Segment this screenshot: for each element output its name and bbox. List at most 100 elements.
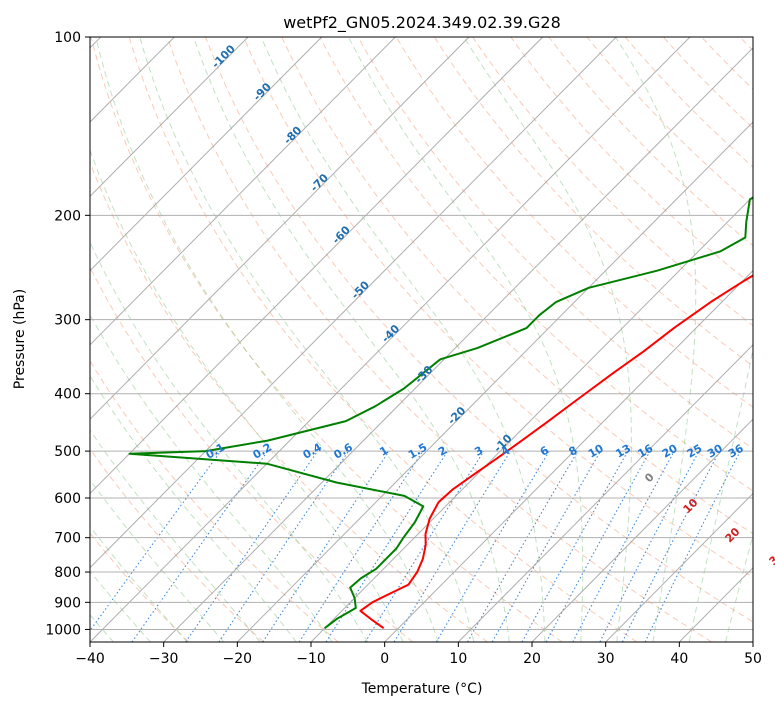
moist-adiabat bbox=[348, 37, 584, 642]
mixing-ratio-label: 20 bbox=[660, 442, 680, 461]
x-tick-label: 0 bbox=[380, 651, 389, 667]
isotherm bbox=[457, 344, 753, 642]
y-tick-label: 500 bbox=[54, 444, 81, 460]
x-tick-label: 10 bbox=[449, 651, 467, 667]
dry-adiabat bbox=[166, 37, 712, 642]
mixing-ratio-line bbox=[491, 450, 602, 642]
mixing-ratio-label: 13 bbox=[613, 442, 633, 461]
dry-adiabat bbox=[281, 37, 753, 535]
isotherm-label: -60 bbox=[330, 223, 353, 246]
mixing-ratio-line bbox=[90, 450, 222, 632]
moist-adiabat-label: 0 bbox=[642, 470, 657, 485]
isotherm-label: -20 bbox=[445, 404, 468, 427]
moist-adiabat bbox=[688, 347, 753, 642]
mixing-ratio-label: 36 bbox=[726, 442, 746, 461]
isotherm bbox=[531, 418, 753, 642]
mixing-ratio-line bbox=[435, 450, 550, 642]
isotherm bbox=[90, 37, 396, 346]
isotherm bbox=[90, 37, 323, 272]
temperature-profile bbox=[359, 274, 753, 630]
dry-adiabat bbox=[739, 37, 753, 52]
dry-adiabat bbox=[90, 447, 264, 642]
y-tick-label: 900 bbox=[54, 595, 81, 611]
y-tick-label: 700 bbox=[54, 531, 81, 547]
y-tick-label: 400 bbox=[54, 387, 81, 403]
mixing-ratio-line bbox=[262, 450, 390, 642]
dry-adiabat bbox=[90, 266, 414, 642]
mixing-ratio-line bbox=[521, 450, 629, 642]
axes: −40 −30 −20 −10 0 10 20 30 40 5010020030040050060… bbox=[45, 30, 762, 667]
dry-adiabat bbox=[663, 37, 753, 129]
isotherm bbox=[90, 37, 470, 420]
x-tick-label: 50 bbox=[744, 651, 762, 667]
y-tick-label: 200 bbox=[54, 208, 81, 224]
dewpoint-profile bbox=[128, 196, 753, 629]
dry-adiabat bbox=[434, 37, 753, 367]
moist-adiabat bbox=[193, 37, 510, 642]
x-tick-label: 20 bbox=[523, 651, 541, 667]
isotherm-label: -100 bbox=[209, 42, 238, 71]
mixing-ratio-line bbox=[325, 450, 449, 642]
isotherm-label: -40 bbox=[379, 322, 402, 345]
moist-adiabat bbox=[90, 374, 297, 642]
dry-adiabat bbox=[472, 37, 753, 327]
isotherm bbox=[90, 37, 617, 569]
dry-adiabat bbox=[205, 37, 753, 623]
moist-adiabat bbox=[90, 525, 188, 642]
dry-adiabat bbox=[357, 37, 753, 450]
mixing-ratio-line bbox=[218, 450, 349, 642]
y-tick-label: 100 bbox=[54, 30, 81, 46]
x-tick-label: −20 bbox=[223, 651, 253, 667]
mixing-ratio-label: 10 bbox=[586, 442, 606, 461]
moist-adiabat bbox=[90, 429, 261, 642]
moist-adiabat bbox=[90, 313, 333, 642]
moist-adiabat bbox=[725, 533, 753, 642]
mixing-ratio-label: 25 bbox=[685, 442, 705, 461]
x-tick-label: −40 bbox=[75, 651, 105, 667]
moist-adiabat bbox=[260, 37, 546, 642]
plot-frame bbox=[89, 36, 754, 643]
dry-adiabat bbox=[128, 37, 638, 642]
background-lines bbox=[90, 37, 753, 642]
moist-adiabat bbox=[90, 479, 225, 642]
isotherm bbox=[605, 492, 753, 642]
mixing-ratio-label: 0.6 bbox=[332, 440, 356, 461]
y-tick-label: 300 bbox=[54, 313, 81, 329]
moist-adiabat bbox=[90, 148, 404, 642]
x-tick-label: −30 bbox=[149, 651, 179, 667]
y-tick-label: 1000 bbox=[45, 622, 81, 638]
moist-adiabat-label: 30 bbox=[767, 548, 775, 568]
moist-adiabat-label: 20 bbox=[723, 525, 743, 545]
dry-adiabat bbox=[90, 532, 190, 642]
dry-adiabat bbox=[90, 161, 488, 642]
isotherm bbox=[90, 37, 691, 642]
dry-adiabat bbox=[90, 37, 563, 642]
dry-adiabat bbox=[90, 360, 339, 642]
moist-adiabat bbox=[139, 37, 475, 642]
isotherm-label: -50 bbox=[349, 278, 372, 301]
isotherm bbox=[678, 566, 753, 642]
y-tick-label: 600 bbox=[54, 491, 81, 507]
dry-adiabat bbox=[319, 37, 753, 492]
x-tick-label: 40 bbox=[670, 651, 688, 667]
mixing-ratio-line bbox=[185, 450, 319, 642]
x-axis-title: Temperature (°C) bbox=[361, 681, 483, 697]
sounding-series bbox=[128, 196, 753, 630]
isotherm bbox=[163, 47, 753, 642]
mixing-ratio-line bbox=[393, 450, 511, 642]
mixing-ratio-line bbox=[621, 450, 720, 642]
mixing-ratio-label: 16 bbox=[636, 442, 656, 461]
mixing-ratio-line bbox=[364, 450, 485, 642]
mixing-ratio-label: 0.4 bbox=[301, 440, 325, 461]
moist-adiabat bbox=[615, 37, 697, 642]
moist-adiabat-label: 10 bbox=[681, 496, 701, 516]
isotherm bbox=[384, 269, 753, 642]
isotherm bbox=[752, 641, 753, 642]
moist-adiabat bbox=[95, 37, 439, 642]
dry-adiabat bbox=[395, 37, 753, 408]
mixing-ratio-line bbox=[572, 450, 675, 642]
mixing-ratio-line bbox=[545, 450, 651, 642]
isotherm-label: -90 bbox=[251, 80, 274, 103]
isotherm bbox=[90, 37, 544, 495]
